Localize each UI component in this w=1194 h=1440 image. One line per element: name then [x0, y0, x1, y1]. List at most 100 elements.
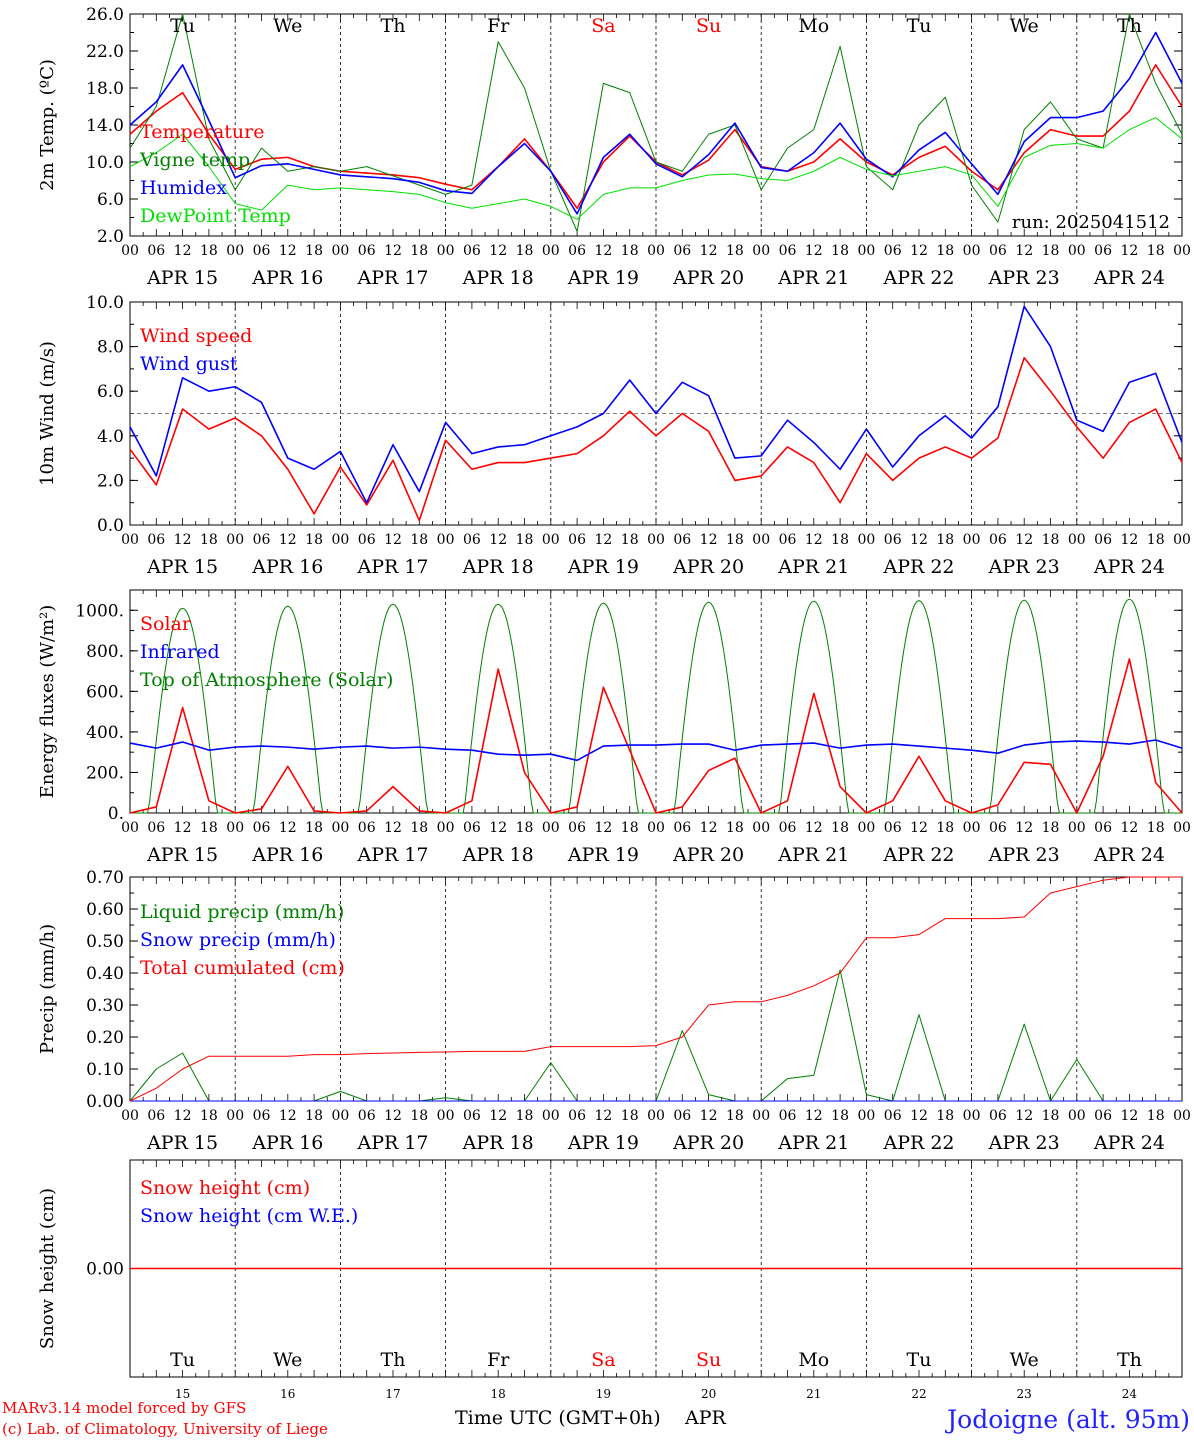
y-tick-label: 14.0: [86, 116, 124, 136]
hour-label: 12: [279, 243, 297, 259]
hour-label: 06: [779, 532, 797, 548]
hour-label: 00: [542, 1108, 560, 1124]
weekday-label: Mo: [798, 1349, 829, 1371]
hour-label: 06: [568, 243, 586, 259]
hour-label: 06: [147, 820, 165, 836]
date-label: APR 21: [777, 1132, 849, 1154]
hour-label: 00: [1173, 820, 1191, 836]
date-label: APR 15: [146, 556, 218, 578]
y-axis-title: 10m Wind (m/s): [37, 341, 58, 486]
hour-label: 06: [989, 243, 1007, 259]
date-label: APR 17: [356, 267, 428, 289]
hour-label: 18: [200, 820, 218, 836]
y-tick-label: 10.0: [86, 153, 124, 173]
y-tick-label: 26.0: [86, 5, 124, 25]
hour-label: 00: [752, 820, 770, 836]
hour-label: 12: [594, 243, 612, 259]
hour-label: 12: [1015, 532, 1033, 548]
weekday-label: We: [273, 15, 302, 37]
hour-label: 12: [594, 532, 612, 548]
y-tick-label: 6.0: [97, 382, 124, 402]
hour-label: 18: [936, 1108, 954, 1124]
hour-label: 18: [621, 532, 639, 548]
hour-label: 06: [884, 243, 902, 259]
weekday-label: Su: [696, 1349, 721, 1371]
date-label: APR 20: [672, 1132, 744, 1154]
hour-label: 00: [1173, 532, 1191, 548]
hour-label: 00: [226, 820, 244, 836]
hour-label: 18: [305, 1108, 323, 1124]
snow-panel: 0.00 Snow height (cm) Snow height (cm) Snow…: [37, 1159, 1183, 1401]
series-line-infrared: [129, 739, 1183, 762]
hour-label: 06: [358, 1108, 376, 1124]
hour-label: 18: [936, 243, 954, 259]
hour-label: 06: [568, 1108, 586, 1124]
hour-label: 06: [673, 532, 691, 548]
hour-label: 00: [331, 243, 349, 259]
hour-label: 00: [647, 532, 665, 548]
hour-label: 00: [121, 243, 139, 259]
hour-label: 18: [410, 243, 428, 259]
date-label: APR 24: [1093, 556, 1165, 578]
hour-label: 18: [1147, 243, 1165, 259]
y-tick-label: 2.0: [97, 227, 124, 247]
hour-label: 12: [805, 820, 823, 836]
hour-label: 12: [174, 820, 192, 836]
hour-label: 06: [989, 820, 1007, 836]
hour-label: 12: [700, 532, 718, 548]
hour-label: 18: [516, 1108, 534, 1124]
date-label: APR 19: [567, 556, 639, 578]
weekday-label: Su: [696, 15, 721, 37]
hour-label: 12: [279, 532, 297, 548]
legend-entry: Temperature: [140, 121, 264, 143]
y-tick-label: 6.0: [97, 190, 124, 210]
hour-label: 06: [253, 532, 271, 548]
hour-label: 12: [1120, 1108, 1138, 1124]
energy-panel: 0. 200. 400. 600. 800. 1000. Energy fluxes (W/…: [37, 589, 1191, 866]
y-tick-label: 10.0: [86, 293, 124, 313]
day-number-label: 23: [1017, 1387, 1032, 1401]
weekday-label: Tu: [907, 1349, 932, 1371]
hour-label: 18: [726, 820, 744, 836]
date-label: APR 19: [567, 844, 639, 866]
date-label: APR 21: [777, 844, 849, 866]
hour-label: 18: [936, 820, 954, 836]
series-line-wind-speed: [129, 356, 1183, 522]
date-label: APR 23: [988, 556, 1060, 578]
hour-label: 00: [121, 820, 139, 836]
hour-label: 18: [1042, 243, 1060, 259]
date-label: APR 16: [251, 1132, 323, 1154]
legend-entry: Wind gust: [140, 353, 238, 375]
hour-label: 18: [410, 532, 428, 548]
y-tick-label: 0.10: [86, 1060, 124, 1080]
date-label: APR 15: [146, 1132, 218, 1154]
hour-label: 00: [1068, 243, 1086, 259]
hour-label: 12: [1015, 820, 1033, 836]
hour-label: 06: [463, 532, 481, 548]
date-label: APR 20: [672, 267, 744, 289]
legend-entry: Infrared: [140, 641, 220, 663]
date-label: APR 24: [1093, 267, 1165, 289]
hour-label: 06: [147, 532, 165, 548]
hour-label: 18: [831, 243, 849, 259]
y-tick-label: 0.50: [86, 932, 124, 952]
hour-label: 18: [1042, 532, 1060, 548]
hour-label: 18: [200, 243, 218, 259]
hour-label: 00: [437, 1108, 455, 1124]
series-line-humidex: [129, 31, 1183, 215]
weekday-label: We: [273, 1349, 302, 1371]
weekday-label: Tu: [170, 1349, 195, 1371]
series-line-total-cumulated-cm: [129, 876, 1182, 1102]
legend-entry: Snow height (cm): [140, 1177, 310, 1199]
hour-label: 18: [200, 1108, 218, 1124]
hour-label: 18: [516, 243, 534, 259]
hour-label: 12: [910, 243, 928, 259]
hour-label: 18: [726, 1108, 744, 1124]
weekday-label: Mo: [798, 15, 829, 37]
y-tick-label: 1000.: [75, 601, 124, 621]
y-tick-label: 0.40: [86, 964, 124, 984]
weekday-label: Tu: [907, 15, 932, 37]
date-label: APR 18: [462, 267, 534, 289]
date-label: APR 18: [462, 844, 534, 866]
y-tick-label: 400.: [86, 723, 124, 743]
